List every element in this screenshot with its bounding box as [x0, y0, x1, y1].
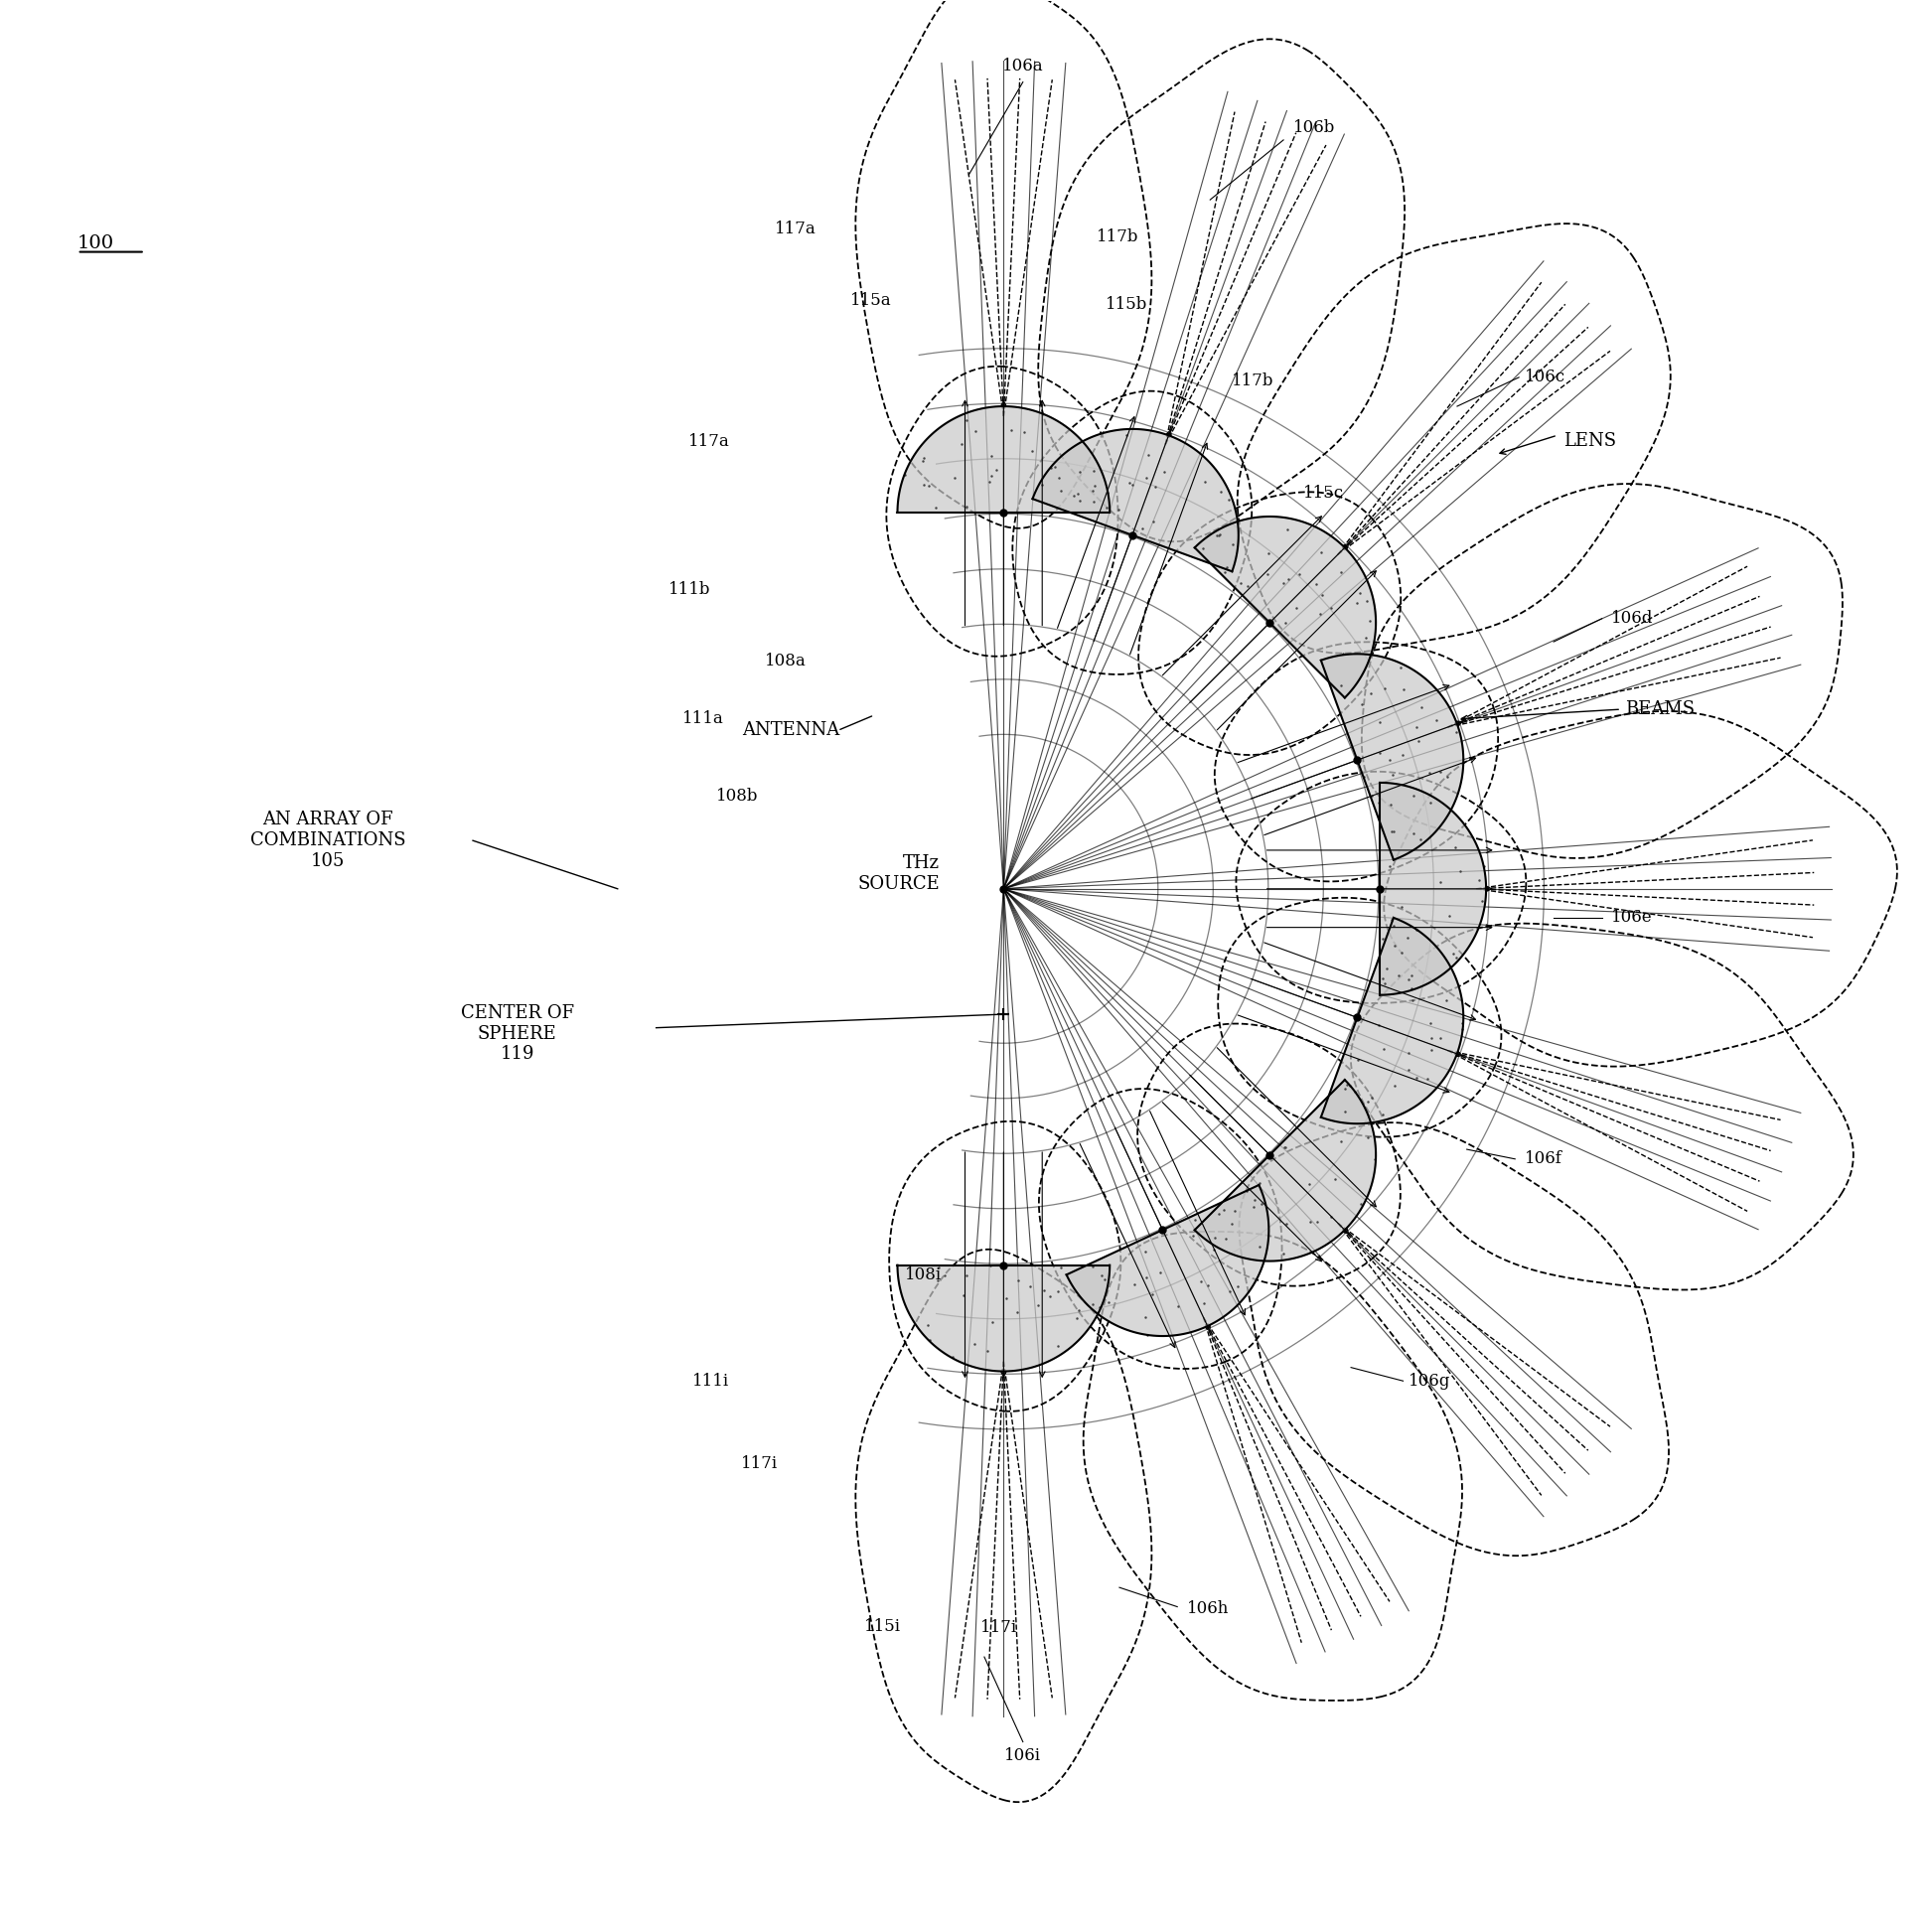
Text: THz
SOURCE: THz SOURCE [857, 854, 940, 893]
Text: 117b: 117b [1231, 373, 1274, 390]
Text: 108b: 108b [716, 788, 758, 804]
Polygon shape [1195, 1080, 1376, 1262]
Text: 115c: 115c [1303, 485, 1343, 502]
Text: 117a: 117a [776, 220, 816, 238]
Text: 111b: 111b [668, 582, 710, 599]
Polygon shape [1195, 516, 1376, 697]
Text: 106f: 106f [1525, 1151, 1561, 1167]
Text: 106e: 106e [1612, 910, 1652, 925]
Text: 106g: 106g [1409, 1372, 1451, 1389]
Text: 108a: 108a [766, 653, 807, 670]
Text: LENS: LENS [1563, 433, 1615, 450]
Text: 108i: 108i [905, 1265, 942, 1283]
Text: 115i: 115i [865, 1617, 901, 1634]
Text: 100: 100 [77, 234, 114, 251]
Text: 117i: 117i [741, 1455, 778, 1472]
Text: 106c: 106c [1525, 369, 1565, 386]
Text: AN ARRAY OF
COMBINATIONS
105: AN ARRAY OF COMBINATIONS 105 [251, 811, 405, 869]
Polygon shape [1033, 429, 1239, 572]
Text: 117i: 117i [980, 1619, 1017, 1636]
Text: CENTER OF
SPHERE
119: CENTER OF SPHERE 119 [461, 1005, 573, 1063]
Polygon shape [1067, 1184, 1268, 1337]
Polygon shape [897, 406, 1110, 512]
Text: 111a: 111a [683, 711, 724, 728]
Text: 106a: 106a [1002, 58, 1044, 73]
Polygon shape [1320, 918, 1463, 1124]
Text: 115b: 115b [1106, 296, 1148, 313]
Text: 106h: 106h [1187, 1600, 1229, 1617]
Text: 106b: 106b [1293, 120, 1336, 135]
Text: 117a: 117a [689, 433, 730, 450]
Text: 117b: 117b [1096, 228, 1139, 245]
Text: 111i: 111i [693, 1372, 730, 1389]
Polygon shape [897, 1265, 1110, 1372]
Text: 115a: 115a [851, 292, 892, 309]
Text: 106d: 106d [1612, 611, 1654, 628]
Polygon shape [1380, 782, 1486, 995]
Polygon shape [1320, 653, 1463, 860]
Text: ANTENNA: ANTENNA [741, 721, 840, 740]
Text: BEAMS: BEAMS [1625, 701, 1695, 719]
Text: 106i: 106i [1004, 1748, 1042, 1764]
